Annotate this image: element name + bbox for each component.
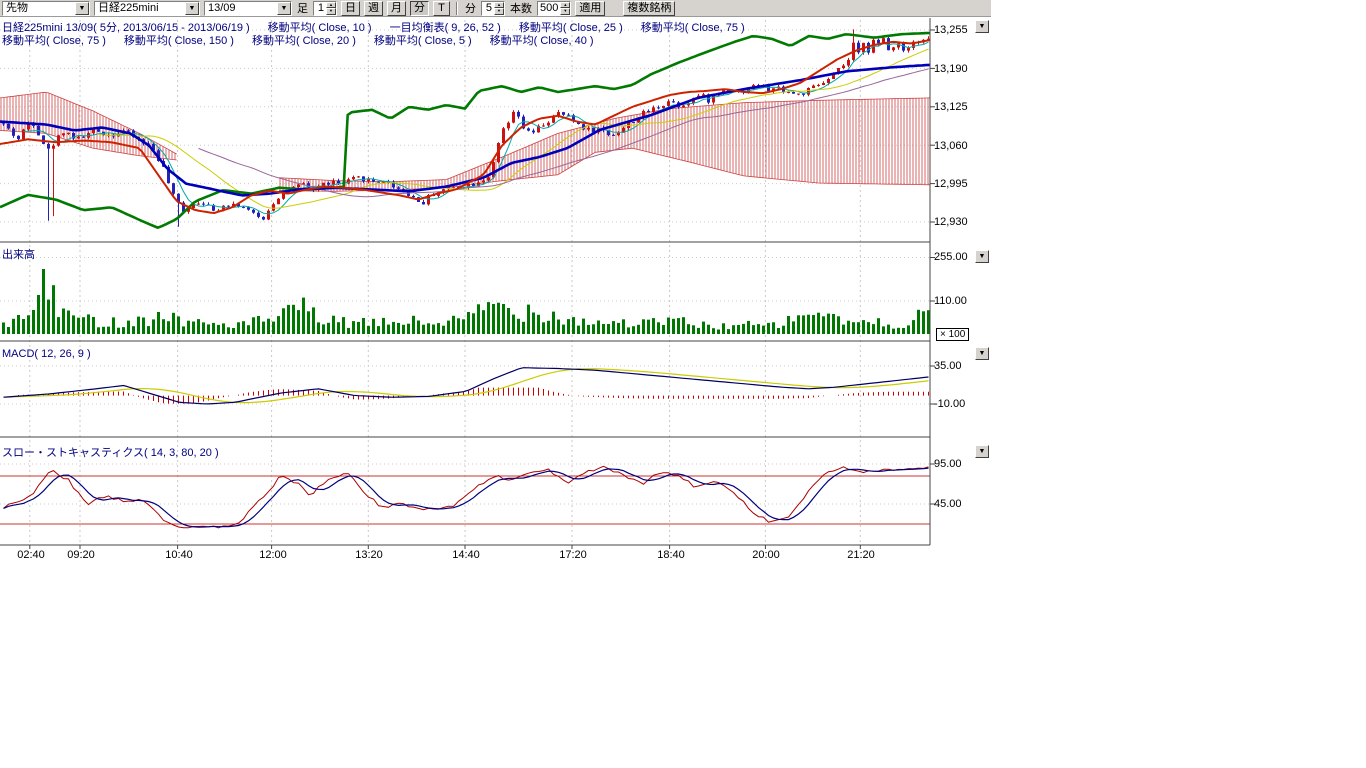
chevron-down-icon[interactable]: ▼ <box>75 1 89 15</box>
macd-panel-menu-button[interactable]: ▼ <box>975 347 989 360</box>
volume-multiplier-badge: × 100 <box>936 328 970 341</box>
toolbar: 先物 ▼ 日経225mini ▼ 13/09 ▼ 足 1 ▲ ▼ 日 週 月 分 … <box>0 0 991 17</box>
bar-count-spinner[interactable]: 500 ▲ ▼ <box>537 0 572 16</box>
indicator-label-ma75b: 移動平均( Close, 75 ) <box>2 35 106 47</box>
price-axis-tick: 13,255 <box>934 24 968 36</box>
toolbar-divider <box>456 1 458 15</box>
chart-header-line1: 日経225mini 13/09( 5分, 2013/06/15 - 2013/0… <box>2 19 745 35</box>
stoch-axis-tick: 45.00 <box>934 498 962 510</box>
indicator-label-ma10: 移動平均( Close, 10 ) <box>267 22 372 34</box>
period-tick-button[interactable]: T <box>433 0 450 16</box>
category-dropdown[interactable]: 先物 ▼ <box>2 0 90 16</box>
period-weekly-button[interactable]: 週 <box>364 0 383 16</box>
indicator-label-ma20: 移動平均( Close, 20 ) <box>251 35 356 47</box>
time-axis-label: 14:40 <box>452 549 480 561</box>
chevron-down-icon[interactable]: ▼ <box>185 1 199 15</box>
chart-canvas[interactable] <box>0 0 991 560</box>
chart-header-line2: 移動平均( Close, 75 ) 移動平均( Close, 150 ) 移動平… <box>2 32 594 48</box>
indicator-label-ma25: 移動平均( Close, 25 ) <box>518 22 623 34</box>
spinner-buttons[interactable]: ▲ ▼ <box>560 1 571 15</box>
period-daily-button[interactable]: 日 <box>341 0 360 16</box>
time-axis-label: 18:40 <box>657 549 685 561</box>
spinner-down-icon[interactable]: ▼ <box>560 8 571 15</box>
volume-panel-menu-button[interactable]: ▼ <box>975 250 989 263</box>
contract-month-dropdown[interactable]: 13/09 ▼ <box>204 0 292 16</box>
bar-type-label: 足 <box>297 3 308 15</box>
time-axis-label: 17:20 <box>559 549 587 561</box>
minute-label: 分 <box>465 3 476 15</box>
bar-count-label: 本数 <box>510 3 532 15</box>
time-axis-label: 21:20 <box>847 549 875 561</box>
spinner-up-icon[interactable]: ▲ <box>326 1 336 8</box>
bar-count-value: 500 <box>540 1 559 14</box>
spinner-down-icon[interactable]: ▼ <box>494 8 504 15</box>
symbol-dropdown[interactable]: 日経225mini ▼ <box>94 0 200 16</box>
period-minute-button[interactable]: 分 <box>410 0 429 16</box>
minute-value-spinner[interactable]: 5 ▲ ▼ <box>481 0 505 16</box>
bar-multiplier-value: 1 <box>317 1 324 14</box>
price-axis-tick: 12,930 <box>934 216 968 228</box>
spinner-up-icon[interactable]: ▲ <box>494 1 504 8</box>
period-monthly-button[interactable]: 月 <box>387 0 406 16</box>
indicator-label-ma5: 移動平均( Close, 5 ) <box>373 35 472 47</box>
time-axis-label: 20:00 <box>752 549 780 561</box>
time-axis-label: 10:40 <box>165 549 193 561</box>
spinner-buttons[interactable]: ▲ ▼ <box>326 1 336 15</box>
apply-button[interactable]: 適用 <box>575 0 606 16</box>
volume-axis-tick: 110.00 <box>934 295 967 307</box>
minute-value: 5 <box>485 1 492 14</box>
indicator-label-ma150: 移動平均( Close, 150 ) <box>123 35 234 47</box>
contract-month-value: 13/09 <box>208 1 236 14</box>
volume-axis-tick: 255.00 <box>934 251 968 263</box>
macd-panel-label: MACD( 12, 26, 9 ) <box>2 348 91 360</box>
time-axis-label: 12:00 <box>259 549 287 561</box>
time-axis-label: 09:20 <box>67 549 95 561</box>
spinner-buttons[interactable]: ▲ ▼ <box>494 1 504 15</box>
spinner-down-icon[interactable]: ▼ <box>326 8 336 15</box>
symbol-value: 日経225mini <box>98 1 159 14</box>
multi-symbol-button[interactable]: 複数銘柄 <box>623 0 676 16</box>
category-value: 先物 <box>6 1 28 14</box>
stoch-axis-tick: 95.00 <box>934 458 962 470</box>
time-axis-label: 13:20 <box>355 549 383 561</box>
spinner-up-icon[interactable]: ▲ <box>560 1 571 8</box>
chart-title: 日経225mini 13/09( 5分, 2013/06/15 - 2013/0… <box>2 22 250 34</box>
volume-panel-label: 出来高 <box>2 249 35 261</box>
price-axis-tick: 13,060 <box>934 140 968 152</box>
price-panel-menu-button[interactable]: ▼ <box>975 20 989 33</box>
price-axis-tick: 13,190 <box>934 63 968 75</box>
indicator-label-ichimoku: 一目均衡表( 9, 26, 52 ) <box>389 22 501 34</box>
stoch-panel-menu-button[interactable]: ▼ <box>975 445 989 458</box>
indicator-label-ma40: 移動平均( Close, 40 ) <box>489 35 594 47</box>
time-axis-label: 02:40 <box>17 549 45 561</box>
chevron-down-icon[interactable]: ▼ <box>277 1 291 15</box>
stoch-panel-label: スロー・ストキャスティクス( 14, 3, 80, 20 ) <box>2 447 219 459</box>
bar-multiplier-spinner[interactable]: 1 ▲ ▼ <box>313 0 337 16</box>
macd-axis-tick: 35.00 <box>934 360 962 372</box>
indicator-label-ma75: 移動平均( Close, 75 ) <box>640 22 745 34</box>
price-axis-tick: 12,995 <box>934 178 968 190</box>
price-axis-tick: 13,125 <box>934 101 968 113</box>
macd-axis-tick: -10.00 <box>934 398 966 410</box>
